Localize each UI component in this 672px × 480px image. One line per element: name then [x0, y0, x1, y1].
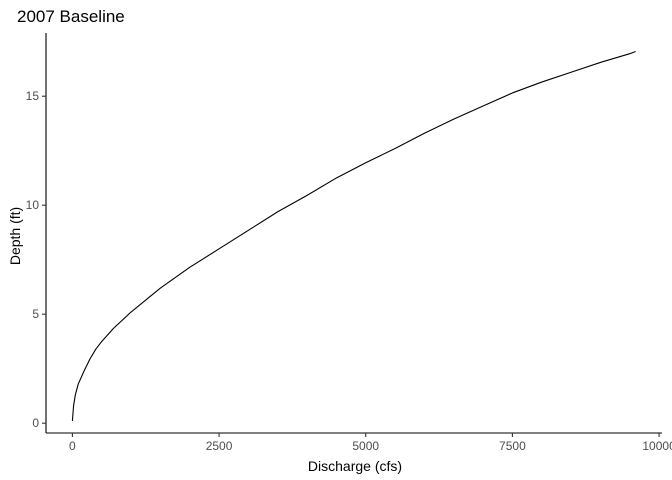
y-axis-ticks: 0 5 10 15 [26, 89, 46, 430]
x-tick-label: 5000 [352, 439, 379, 453]
plot-area [71, 51, 636, 422]
y-tick-label: 15 [26, 89, 40, 103]
chart-title: 2007 Baseline [17, 7, 125, 26]
x-tick-label: 7500 [499, 439, 526, 453]
y-tick-label: 10 [26, 198, 40, 212]
y-axis-title: Depth (ft) [7, 207, 23, 265]
series-line [71, 51, 636, 422]
y-tick-label: 0 [32, 416, 39, 430]
x-axis-title: Discharge (cfs) [308, 458, 402, 474]
x-tick-label: 0 [69, 439, 76, 453]
x-tick-label: 2500 [206, 439, 233, 453]
y-tick-label: 5 [32, 307, 39, 321]
